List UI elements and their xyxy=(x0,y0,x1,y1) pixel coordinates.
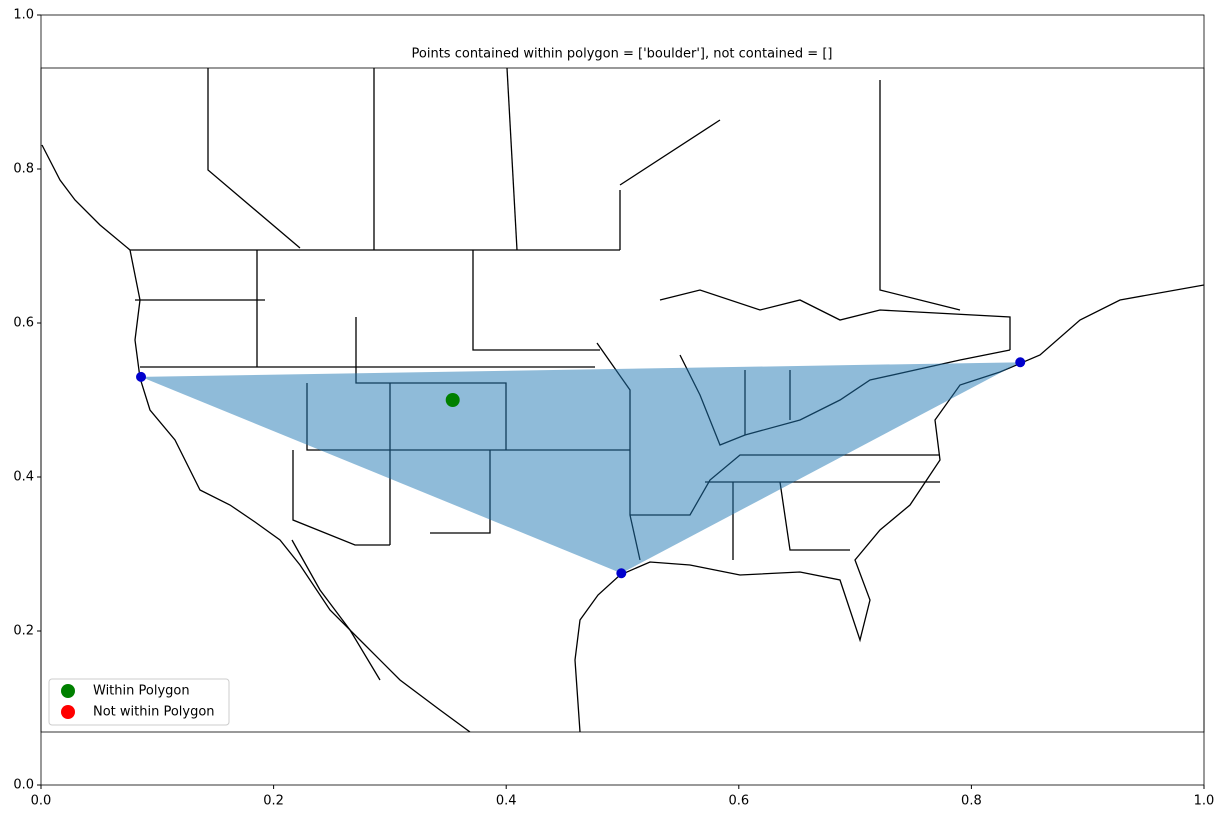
x-tick-label: 0.4 xyxy=(496,794,517,809)
chart-title: Points contained within polygon = ['boul… xyxy=(412,47,833,62)
polygon-vertex xyxy=(136,371,147,382)
legend-marker xyxy=(61,684,75,698)
x-tick-label: 1.0 xyxy=(1194,794,1215,809)
y-tick-label: 0.4 xyxy=(13,470,34,485)
y-tick-label: 0.0 xyxy=(13,778,34,793)
x-tick-label: 0.0 xyxy=(31,794,52,809)
y-tick-label: 0.6 xyxy=(13,316,34,331)
point xyxy=(445,393,460,407)
axes-frame xyxy=(40,14,1205,786)
y-tick-label: 0.8 xyxy=(13,162,34,177)
legend: Within Polygon Not within Polygon xyxy=(48,678,230,726)
legend-label: Not within Polygon xyxy=(93,705,215,720)
polygon-vertex xyxy=(616,568,627,579)
y-tick-label: 1.0 xyxy=(13,8,34,23)
x-tick-label: 0.8 xyxy=(961,794,982,809)
polygon-area xyxy=(141,362,1021,574)
legend-box xyxy=(48,678,230,726)
y-tick-label: 0.2 xyxy=(13,624,34,639)
legend-label: Within Polygon xyxy=(93,684,190,699)
polygon-vertex xyxy=(1015,357,1026,368)
x-tick-label: 0.2 xyxy=(263,794,284,809)
legend-marker xyxy=(61,705,75,719)
x-tick-label: 0.6 xyxy=(728,794,749,809)
